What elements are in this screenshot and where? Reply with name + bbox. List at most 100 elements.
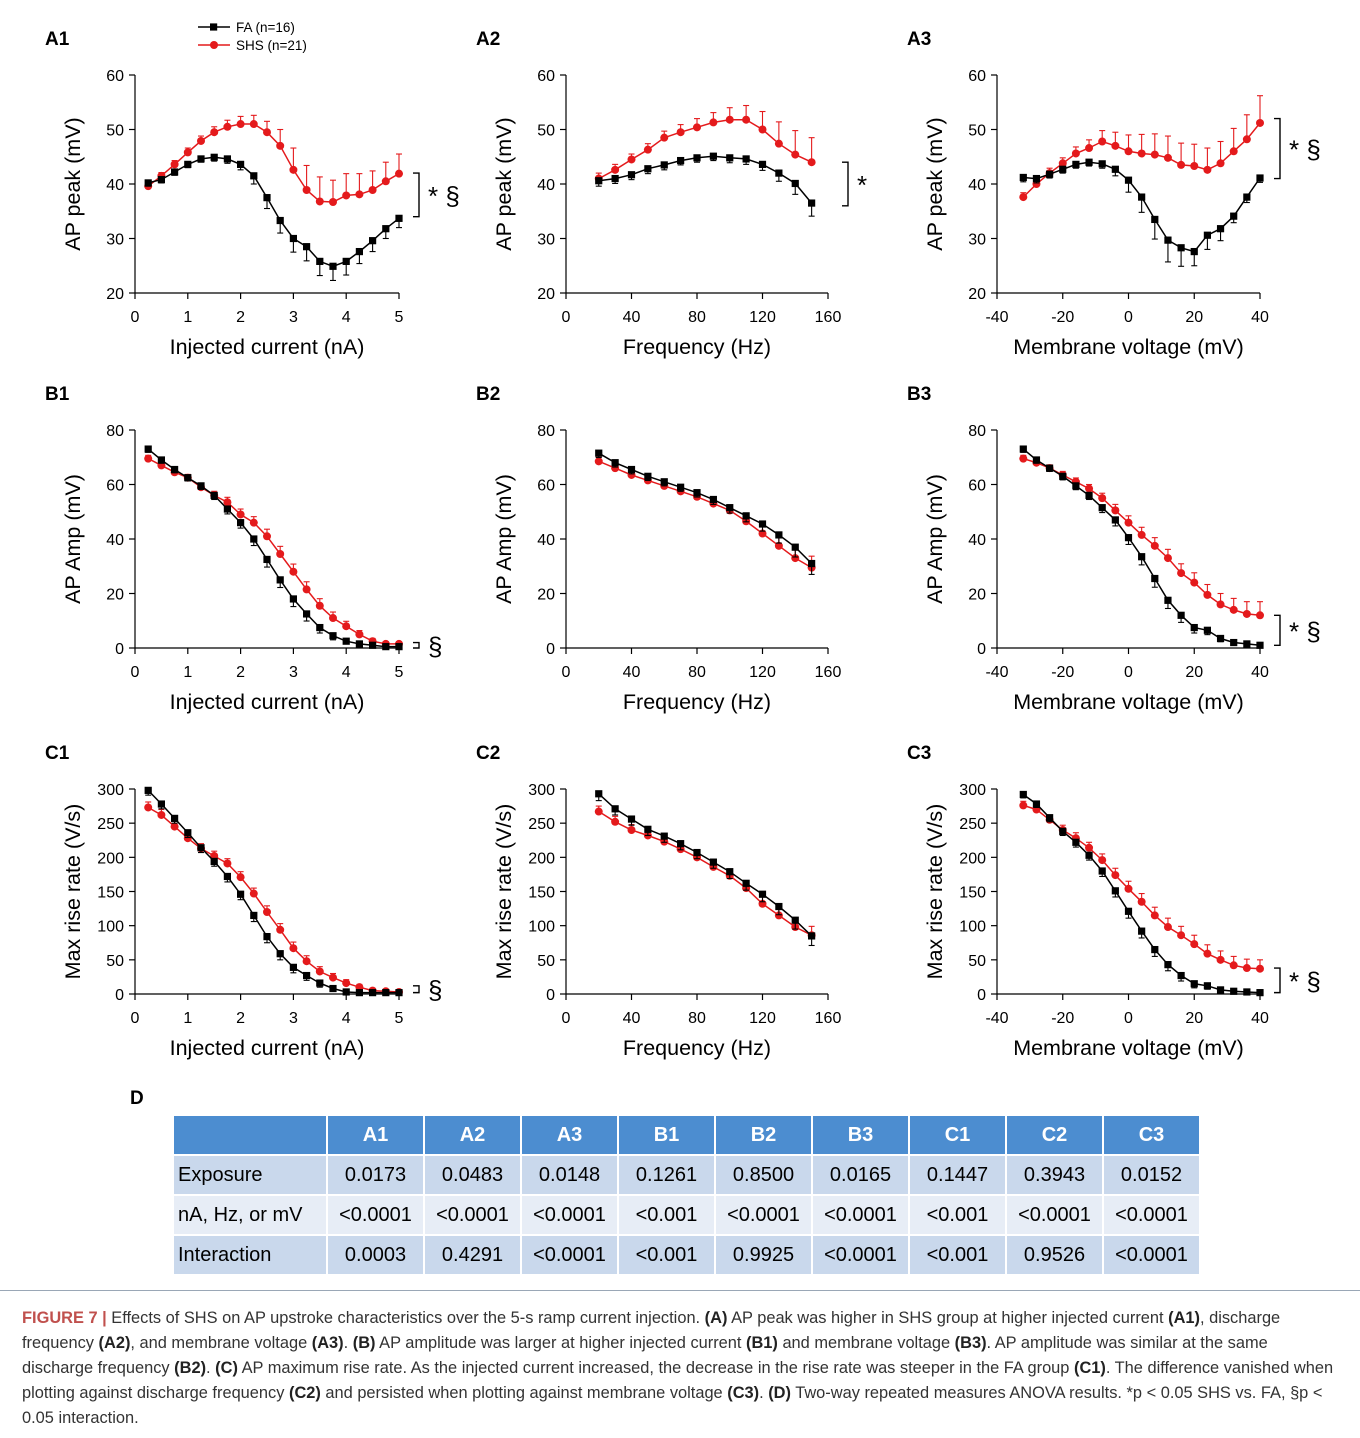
data-point	[1059, 827, 1067, 835]
data-point	[250, 172, 258, 180]
data-point	[171, 465, 179, 474]
panel-label: A3	[907, 29, 931, 50]
data-point	[329, 973, 337, 982]
y-tick-label: 40	[537, 177, 555, 194]
legend-label: SHS (n=21)	[236, 38, 307, 53]
x-tick-label: 40	[1251, 309, 1269, 326]
data-point	[1098, 856, 1107, 865]
data-point	[289, 165, 298, 174]
table-header-cell: C3	[1103, 1116, 1201, 1155]
table-row: Interaction 0.0003 0.4291 <0.0001 <0.001…	[174, 1234, 1201, 1274]
table-header-cell: C1	[909, 1116, 1007, 1155]
caption-ref: (B3)	[954, 1334, 987, 1352]
data-point	[1203, 231, 1211, 239]
data-point	[382, 989, 390, 997]
y-tick-label: 0	[977, 987, 986, 1004]
x-tick-label: -40	[985, 1010, 1008, 1027]
caption-text: .	[759, 1384, 769, 1402]
x-tick-label: -40	[985, 309, 1008, 326]
series-shs	[1019, 454, 1264, 620]
data-point	[660, 832, 668, 840]
x-axis-label: Frequency (Hz)	[623, 335, 771, 359]
y-tick-label: 200	[97, 850, 124, 867]
data-point	[210, 128, 219, 137]
data-point	[382, 643, 390, 651]
caption-ref: (C2)	[288, 1384, 321, 1402]
data-point	[1085, 144, 1094, 153]
data-point	[693, 489, 701, 497]
data-point	[1032, 456, 1041, 464]
data-point	[329, 197, 337, 206]
y-tick-label: 20	[968, 587, 986, 604]
data-point	[1124, 884, 1133, 893]
data-point	[1150, 150, 1159, 159]
data-point	[1059, 165, 1067, 173]
data-point	[1256, 989, 1264, 997]
x-tick-label: 0	[131, 664, 140, 681]
data-point	[627, 826, 636, 834]
y-tick-label: 50	[106, 953, 124, 970]
data-point	[627, 815, 636, 823]
y-tick-label: 250	[959, 816, 986, 833]
data-point	[1111, 165, 1119, 173]
chart-c2: C2 0 50 100 150 200 250 300 0 40 80 120 160 Frequency…	[476, 743, 841, 1060]
data-point	[1177, 244, 1185, 252]
data-point	[1085, 491, 1093, 499]
x-axis-label: Membrane voltage (mV)	[1013, 1036, 1244, 1060]
y-axis-label: AP Amp (mV)	[492, 474, 516, 604]
data-point	[1058, 159, 1067, 168]
series-shs	[594, 104, 816, 183]
x-tick-label: 20	[1185, 1010, 1203, 1027]
data-point	[742, 115, 751, 124]
legend-item: FA (n=16)	[198, 20, 295, 35]
x-tick-label: 160	[815, 1010, 842, 1027]
y-tick-label: 30	[968, 232, 986, 249]
data-point	[1085, 484, 1094, 493]
y-tick-label: 60	[537, 68, 555, 85]
y-tick-label: 0	[546, 641, 555, 658]
data-point	[1085, 158, 1093, 166]
table-cell: 0.4291	[424, 1234, 522, 1274]
data-point	[758, 125, 767, 134]
table-cell: 0.8500	[715, 1154, 813, 1195]
chart-b2: B2 0 20 40 60 80 0 40 80 120 160 Frequency (Hz) AP A…	[476, 384, 841, 714]
series-fa	[595, 790, 816, 947]
y-axis-label: AP Amp (mV)	[923, 474, 947, 604]
legend: FA (n=16) SHS (n=21)	[198, 20, 307, 53]
data-point	[742, 512, 750, 520]
table-cell: 0.0165	[812, 1154, 910, 1195]
y-tick-label: 80	[106, 423, 124, 440]
y-tick-label: 0	[115, 987, 124, 1004]
y-tick-label: 40	[537, 532, 555, 549]
data-point	[595, 449, 603, 457]
y-tick-label: 150	[959, 885, 986, 902]
data-point	[611, 459, 619, 467]
x-axis-label: Frequency (Hz)	[623, 1036, 771, 1060]
data-point	[1137, 149, 1146, 158]
x-tick-label: 2	[236, 664, 245, 681]
data-point	[197, 482, 205, 490]
table-header-cell: B2	[715, 1116, 813, 1155]
table-cell: <0.0001	[812, 1234, 910, 1274]
data-point	[726, 868, 734, 876]
y-tick-label: 30	[537, 232, 555, 249]
data-point	[276, 925, 285, 934]
y-tick-label: 100	[959, 919, 986, 936]
table-cell: <0.0001	[424, 1194, 522, 1235]
series-shs	[1019, 95, 1264, 202]
data-point	[289, 944, 298, 953]
panel-label: C3	[907, 743, 931, 764]
data-point	[1124, 176, 1133, 184]
table-cell: 0.0483	[424, 1154, 522, 1195]
data-point	[1256, 641, 1264, 649]
chart-c1: C1 0 50 100 150 200 250 300 0 1 2 3 4 5 Injected curre…	[45, 743, 442, 1060]
y-tick-label: 300	[97, 782, 124, 799]
data-point	[355, 640, 363, 648]
data-point	[316, 623, 324, 632]
data-point	[1124, 534, 1133, 542]
significance-bracket	[413, 172, 420, 218]
data-point	[184, 829, 192, 837]
x-axis-label: Frequency (Hz)	[623, 690, 771, 714]
caption-ref: (D)	[768, 1384, 791, 1402]
data-point	[1256, 118, 1264, 127]
